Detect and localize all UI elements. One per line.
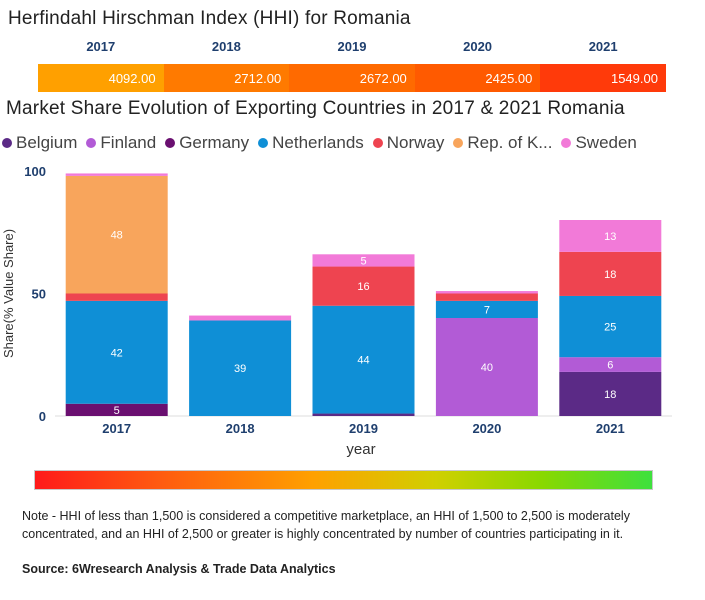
legend-dot <box>2 138 12 148</box>
hhi-cell: 2672.00 <box>289 64 415 92</box>
legend-item[interactable]: Finland <box>86 133 156 153</box>
legend-label: Rep. of K... <box>467 133 553 152</box>
stacked-bar-chart: 0 50 100 Share(% Value Share) 5 42 48 2017 39 201… <box>1 164 672 458</box>
hhi-cell: 4092.00 <box>38 64 164 92</box>
legend-item[interactable]: Belgium <box>2 133 77 153</box>
hhi-heat-bar: 4092.00 2712.00 2672.00 2425.00 1549.00 <box>38 64 666 92</box>
x-tick-label: 2018 <box>226 421 255 436</box>
legend-label: Finland <box>100 133 157 152</box>
legend-label: Sweden <box>575 133 637 152</box>
hhi-cell: 1549.00 <box>540 64 666 92</box>
y-tick-label: 100 <box>24 164 46 179</box>
data-label: 39 <box>234 363 246 375</box>
legend-label: Norway <box>386 133 445 152</box>
legend-dot <box>453 138 464 148</box>
hhi-year: 2017 <box>86 39 116 54</box>
chart-legend: Belgium Finland Germany Netherlands Norw… <box>2 132 646 154</box>
source-text: Source: 6Wresearch Analysis & Trade Data… <box>22 562 336 576</box>
data-label: 44 <box>357 355 369 367</box>
hhi-value: 2672.00 <box>359 70 407 86</box>
legend-item[interactable]: Rep. of K... <box>453 133 552 153</box>
data-label: 42 <box>111 347 123 359</box>
data-label: 25 <box>604 322 616 334</box>
data-label: 40 <box>481 362 493 374</box>
bar-segment <box>65 300 168 404</box>
bar-segment <box>435 318 538 416</box>
bar-segment <box>435 293 538 301</box>
legend-item[interactable]: Norway <box>372 133 445 153</box>
data-label: 5 <box>114 405 120 417</box>
legend-label: Netherlands <box>272 133 364 152</box>
bar-segment <box>559 220 662 252</box>
hhi-year: 2018 <box>211 39 241 54</box>
y-tick-label: 0 <box>39 409 46 424</box>
data-label: 16 <box>357 281 369 293</box>
y-axis-label: Share(% Value Share) <box>1 229 16 358</box>
x-tick-label: 2021 <box>596 421 625 436</box>
hhi-year: 2020 <box>463 39 493 54</box>
x-tick-label: 2020 <box>472 421 501 436</box>
hhi-year: 2021 <box>588 39 618 54</box>
data-label: 18 <box>604 389 616 401</box>
bar-segment <box>559 371 662 416</box>
hhi-value: 2425.00 <box>485 70 533 86</box>
y-tick-label: 50 <box>32 287 46 302</box>
bar-segment <box>435 300 538 318</box>
legend-dot <box>86 138 97 148</box>
x-axis-label: year <box>346 441 375 458</box>
legend-label: Germany <box>179 133 250 152</box>
bar-segment <box>312 305 415 414</box>
legend-dot <box>165 138 176 148</box>
hhi-year-row: 2017 2018 2019 2020 2021 <box>38 39 666 57</box>
legend-dot <box>372 138 383 148</box>
legend-dot <box>258 138 269 148</box>
hhi-gradient-scale <box>34 470 653 490</box>
hhi-cell: 2425.00 <box>414 64 541 92</box>
data-label: 18 <box>604 269 616 281</box>
legend-item[interactable]: Germany <box>165 133 249 153</box>
data-label: 5 <box>360 255 366 267</box>
bar-segment <box>189 315 292 321</box>
data-label: 7 <box>484 304 490 316</box>
bar-segment <box>65 173 168 176</box>
hhi-year: 2019 <box>337 39 367 54</box>
data-label: 6 <box>607 360 613 372</box>
chart-title: Market Share Evolution of Exporting Coun… <box>6 98 625 119</box>
hhi-value: 1549.00 <box>610 70 658 86</box>
data-label: 13 <box>604 231 616 243</box>
bar-segment <box>65 403 168 416</box>
bar-segment <box>559 251 662 296</box>
legend-dot <box>561 138 572 148</box>
hhi-title: Herfindahl Hirschman Index (HHI) for Rom… <box>8 8 411 29</box>
hhi-value: 4092.00 <box>108 70 156 86</box>
bar-segment <box>559 295 662 358</box>
bar-segment <box>65 175 168 294</box>
bar-segment <box>189 320 292 416</box>
note-text: Note - HHI of less than 1,500 is conside… <box>22 509 630 541</box>
bar-segment <box>435 291 538 294</box>
x-tick-label: 2017 <box>102 421 131 436</box>
hhi-value: 2712.00 <box>234 70 282 86</box>
bar-segment <box>65 293 168 301</box>
legend-item[interactable]: Netherlands <box>258 133 364 153</box>
legend-label: Belgium <box>16 133 78 152</box>
bar-segment <box>312 266 415 306</box>
legend-item[interactable]: Sweden <box>561 133 637 153</box>
x-tick-label: 2019 <box>349 421 378 436</box>
bar-segment <box>312 254 415 267</box>
bar-segment <box>559 357 662 372</box>
data-label: 48 <box>111 230 123 242</box>
bar-segment <box>312 413 415 416</box>
hhi-cell: 2712.00 <box>163 64 290 92</box>
